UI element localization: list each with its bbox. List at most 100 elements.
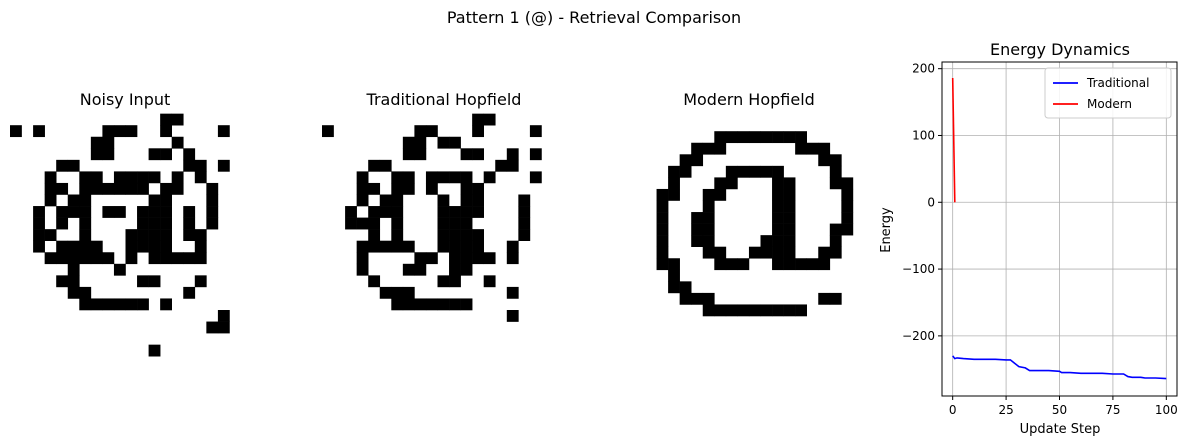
grid-pixel [783,223,796,236]
x-tick-label: 100 [1155,403,1178,417]
grid-pixel [148,229,161,241]
grid-pixel [691,223,704,236]
grid-pixel [183,217,196,230]
grid-pixel [679,292,692,305]
grid-pixel [44,194,57,207]
grid-pixel [368,159,381,172]
grid-pixel [841,212,854,224]
grid-pixel [125,171,138,184]
grid-pixel [44,229,57,241]
grid-pixel [391,171,404,184]
grid-pixel [760,246,773,259]
grid-pixel [160,206,172,218]
grid-pixel [449,275,461,288]
grid-pixel [217,310,230,322]
grid-pixel [668,177,680,190]
chart-series [951,77,1167,380]
grid-pixel [449,206,461,218]
grid-pixel [483,275,496,288]
grid-pixel [90,298,103,311]
grid-pixel [90,240,103,253]
grid-pixel [79,171,92,184]
grid-pixel [148,148,161,161]
grid-pixel [783,235,796,247]
grid-pixel [760,304,773,317]
grid-pixel [148,171,161,184]
grid-pixel [783,131,796,144]
grid-pixel [137,229,149,241]
grid-pixel [160,148,172,161]
grid-pixel [171,136,184,149]
grid-pixel [714,188,727,201]
grid-pixel [737,165,750,178]
grid-pixel [460,217,473,230]
grid-pixel [668,258,680,271]
grid-pixel [506,252,519,265]
grid-pixel [90,148,103,161]
grid-pixel [472,206,484,218]
grid-pixel [160,252,172,265]
grid-pixel [160,182,172,195]
grid-pixel [714,258,727,271]
grid-pixel [113,182,126,195]
grid-pixel [160,298,172,311]
grid-pixel [760,165,773,178]
grid-pixel [171,113,184,126]
grid-pixel [137,240,149,253]
grid-pixel [772,235,784,247]
grid-pixel [148,344,161,357]
grid-pixel [483,252,496,265]
modern-hopfield-title: Modern Hopfield [683,90,815,109]
chart-frame [941,61,1178,397]
grid-pixel [702,292,715,305]
grid-pixel [33,240,45,253]
grid-pixel [795,142,807,155]
grid-pixel [449,240,461,253]
grid-pixel [183,148,196,161]
grid-pixel [449,171,461,184]
grid-pixel [148,275,161,288]
grid-pixel [56,159,69,172]
energy-chart-title: Energy Dynamics [990,40,1130,59]
grid-pixel [79,217,92,230]
grid-pixel [90,252,103,265]
grid-pixel [67,206,80,218]
grid-pixel [806,142,819,155]
grid-pixel [402,298,415,311]
grid-pixel [137,275,149,288]
grid-pixel [437,217,450,230]
grid-pixel [472,182,484,195]
grid-pixel [449,229,461,241]
energy-dynamics-chart: Energy Dynamics 0 25 50 75 100 −200 −100 0 100 20… [879,40,1178,437]
grid-pixel [356,263,369,276]
grid-pixel [79,229,92,241]
grid-pixel [702,223,715,236]
grid-pixel [113,263,126,276]
x-tick-label: 25 [998,403,1013,417]
grid-pixel [449,252,461,265]
grid-pixel [148,206,161,218]
grid-pixel [414,125,427,138]
grid-pixel [183,159,196,172]
grid-pixel [518,229,531,241]
grid-pixel [783,200,796,213]
grid-pixel [714,304,727,317]
grid-pixel [772,131,784,144]
grid-pixel [391,240,404,253]
grid-pixel [818,154,831,167]
grid-pixel [79,206,92,218]
grid-pixel [148,194,161,207]
grid-pixel [102,252,115,265]
grid-pixel [460,229,473,241]
grid-pixel [44,171,57,184]
grid-pixel [67,263,80,276]
grid-pixel [171,252,184,265]
grid-pixel [760,235,773,247]
grid-pixel [368,240,381,253]
grid-pixel [414,148,427,161]
grid-pixel [748,246,761,259]
grid-pixel [194,240,207,253]
grid-pixel [194,252,207,265]
grid-pixel [402,263,415,276]
grid-pixel [113,125,126,138]
